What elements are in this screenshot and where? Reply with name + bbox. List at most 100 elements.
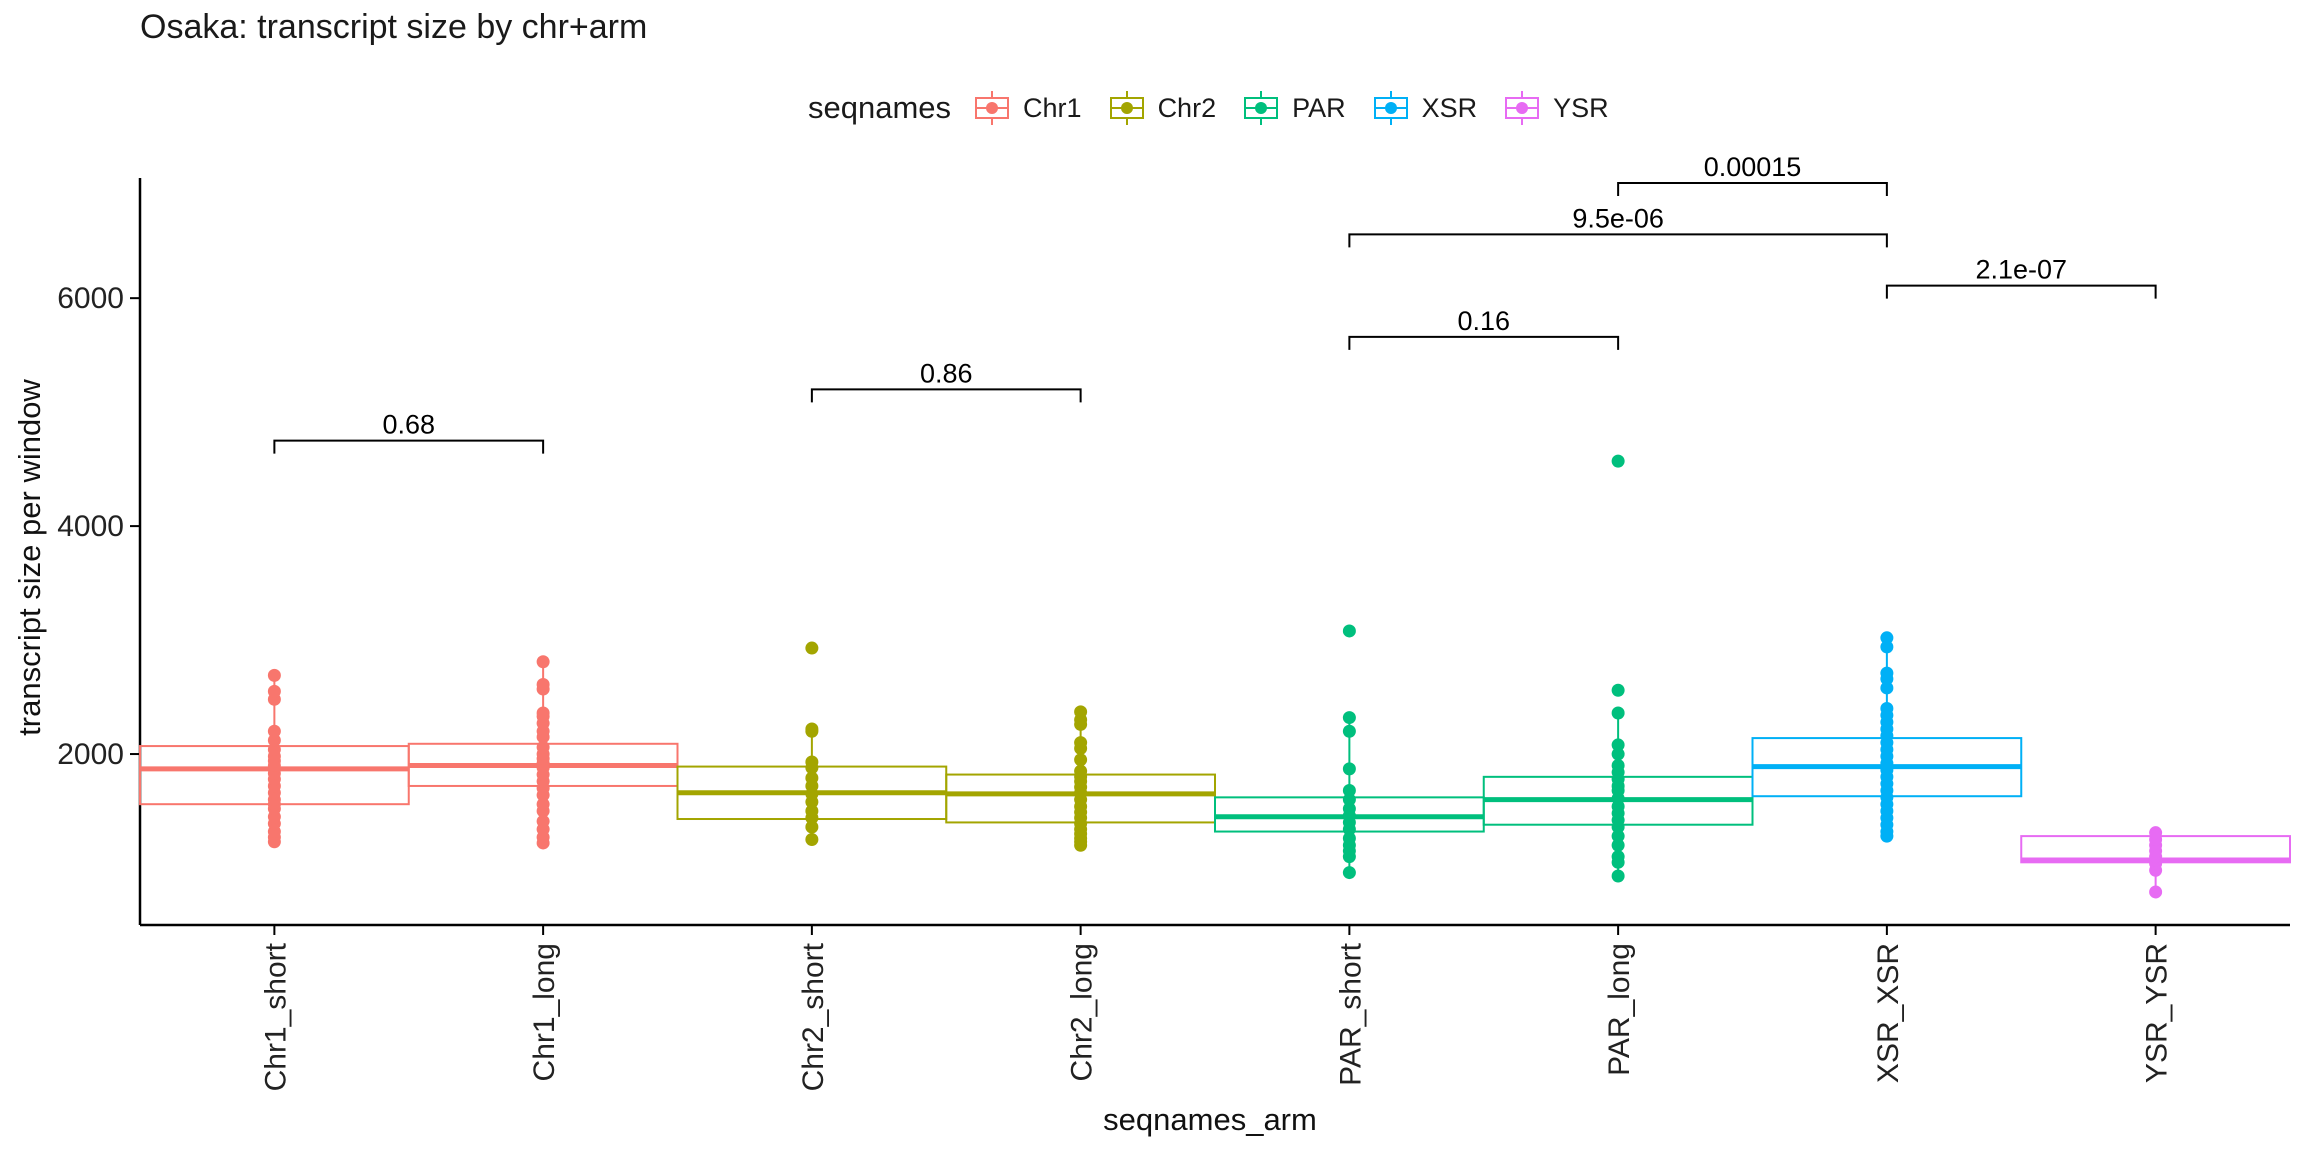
- data-point: [267, 733, 281, 747]
- box-Chr1_short: [139, 668, 410, 849]
- data-point: [1342, 831, 1356, 845]
- data-point: [1880, 701, 1894, 715]
- chart-title: Osaka: transcript size by chr+arm: [140, 8, 648, 46]
- legend-label-chr2: Chr2: [1157, 92, 1217, 123]
- data-point: [1611, 454, 1625, 468]
- box-YSR_YSR: [2020, 826, 2291, 899]
- data-point: [1342, 802, 1356, 816]
- legend-item-par: PAR: [1242, 89, 1346, 127]
- x-tick-label: Chr1_long: [528, 943, 561, 1081]
- comparison-bracket: 0.68: [273, 410, 545, 454]
- data-point: [536, 814, 550, 828]
- p-value-label: 0.16: [1457, 306, 1510, 336]
- bracket-line: [1885, 284, 2157, 299]
- data-point: [1342, 866, 1356, 880]
- legend-key-point: [1384, 102, 1397, 114]
- x-tick-label: XSR_XSR: [1872, 943, 1905, 1083]
- legend-label-chr1: Chr1: [1023, 92, 1082, 123]
- x-tick-label: YSR_YSR: [2141, 943, 2174, 1083]
- p-value-label: 0.00015: [1704, 152, 1802, 182]
- x-tick-label: Chr2_long: [1066, 943, 1099, 1081]
- x-tick-label: PAR_long: [1603, 943, 1636, 1076]
- legend-key-ysr: [1505, 91, 1540, 125]
- data-point: [1611, 838, 1625, 852]
- box-PAR_long: [1482, 454, 1754, 883]
- data-point: [1880, 666, 1894, 680]
- legend-key-point: [1255, 102, 1268, 114]
- data-point: [1611, 738, 1625, 752]
- data-point: [1880, 681, 1894, 695]
- legend-key-point: [1516, 102, 1529, 114]
- comparison-bracket: 2.1e-07: [1885, 255, 2157, 299]
- data-point: [1880, 631, 1894, 645]
- legend-key-par: [1244, 91, 1279, 125]
- legend-item-chr1: Chr1: [973, 89, 1082, 127]
- data-point: [1342, 793, 1356, 807]
- data-point: [1074, 753, 1088, 767]
- data-point: [267, 742, 281, 756]
- p-value-label: 0.68: [382, 410, 435, 440]
- data-point: [1611, 747, 1625, 761]
- data-point: [536, 655, 550, 669]
- x-axis-title: seqnames_arm: [1103, 1102, 1317, 1137]
- box-Chr2_long: [945, 705, 1216, 852]
- legend: seqnames Chr1 Chr2 PAR XSR YSR: [808, 88, 1635, 128]
- p-value-label: 0.86: [920, 358, 973, 388]
- comparison-bracket: 0.00015: [1617, 152, 1888, 197]
- comparison-bracket: 9.5e-06: [1348, 203, 1888, 248]
- data-point: [805, 755, 819, 769]
- data-point: [267, 668, 281, 682]
- comparison-bracket: 0.86: [810, 358, 1082, 403]
- data-point: [805, 771, 819, 785]
- legend-label-par: PAR: [1292, 92, 1346, 123]
- legend-label-xsr: XSR: [1421, 92, 1478, 123]
- p-value-label: 9.5e-06: [1572, 203, 1664, 233]
- data-point: [805, 820, 819, 834]
- legend-key-point: [1120, 102, 1133, 114]
- data-point: [1342, 762, 1356, 776]
- data-point: [1611, 758, 1625, 772]
- data-point: [536, 678, 550, 692]
- legend-item-xsr: XSR: [1372, 89, 1478, 127]
- legend-key-point: [986, 102, 999, 114]
- legend-label-ysr: YSR: [1553, 92, 1609, 123]
- bracket-line: [810, 388, 1082, 403]
- bracket-line: [1348, 335, 1620, 350]
- data-point: [1074, 705, 1088, 719]
- data-point: [805, 641, 819, 655]
- x-tick-label: Chr2_short: [797, 942, 830, 1091]
- y-tick-label: 4000: [57, 510, 124, 543]
- bracket-line: [273, 439, 545, 454]
- data-point: [2149, 885, 2163, 899]
- data-point: [1880, 640, 1894, 654]
- data-point: [536, 740, 550, 754]
- data-point: [1342, 724, 1356, 738]
- data-point: [1074, 764, 1088, 778]
- data-point: [805, 833, 819, 847]
- x-tick-label: PAR_short: [1334, 942, 1367, 1086]
- y-axis-title: transcript size per window: [12, 379, 47, 736]
- bracket-line: [1348, 233, 1888, 248]
- bracket-line: [1617, 182, 1888, 197]
- data-point: [267, 684, 281, 698]
- legend-title: seqnames: [808, 90, 952, 125]
- data-point: [1611, 829, 1625, 843]
- data-point: [1342, 624, 1356, 638]
- data-point: [267, 724, 281, 738]
- data-point: [1611, 706, 1625, 720]
- data-point: [805, 722, 819, 736]
- data-point: [1074, 736, 1088, 750]
- data-point: [2149, 826, 2163, 840]
- legend-key-chr1: [975, 91, 1010, 125]
- legend-key-chr2: [1109, 91, 1144, 125]
- data-point: [1342, 784, 1356, 798]
- box-Chr2_short: [676, 641, 948, 847]
- legend-key-xsr: [1373, 91, 1408, 125]
- data-point: [536, 797, 550, 811]
- box-XSR_XSR: [1751, 631, 2023, 843]
- data-point: [536, 706, 550, 720]
- data-point: [1342, 711, 1356, 725]
- p-value-label: 2.1e-07: [1975, 255, 2067, 285]
- legend-item-ysr: YSR: [1503, 89, 1609, 127]
